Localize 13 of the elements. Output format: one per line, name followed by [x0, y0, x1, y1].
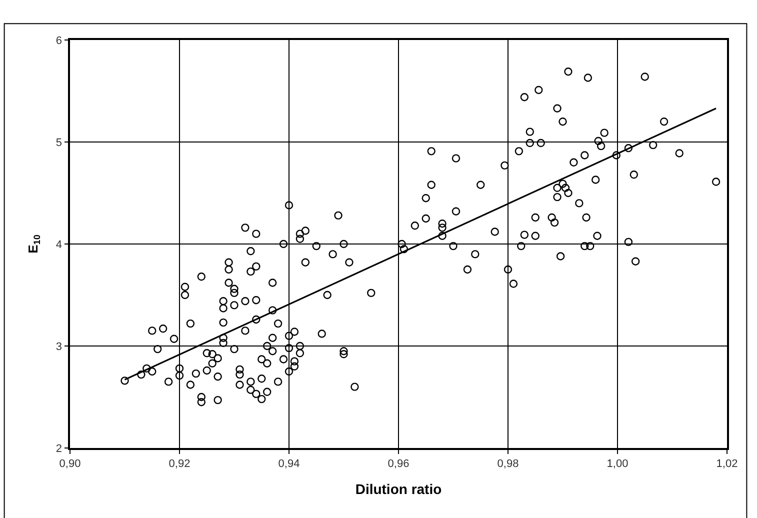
x-tick-label: 1,00 — [606, 458, 628, 470]
y-tick-label: 6 — [56, 34, 62, 47]
x-tick-label: 0,92 — [168, 458, 190, 470]
y-tick-label: 3 — [56, 340, 62, 353]
y-tick-label: 4 — [56, 238, 62, 251]
y-tick-label: 2 — [56, 442, 62, 455]
x-tick-label: 1,02 — [716, 458, 738, 470]
x-tick-label: 0,94 — [278, 458, 300, 470]
x-tick-label: 0,90 — [59, 458, 81, 470]
x-tick-label: 0,98 — [497, 458, 519, 470]
x-tick-label: 0,96 — [388, 458, 410, 470]
x-axis-title: Dilution ratio — [355, 480, 442, 497]
y-tick-label: 5 — [56, 136, 62, 149]
